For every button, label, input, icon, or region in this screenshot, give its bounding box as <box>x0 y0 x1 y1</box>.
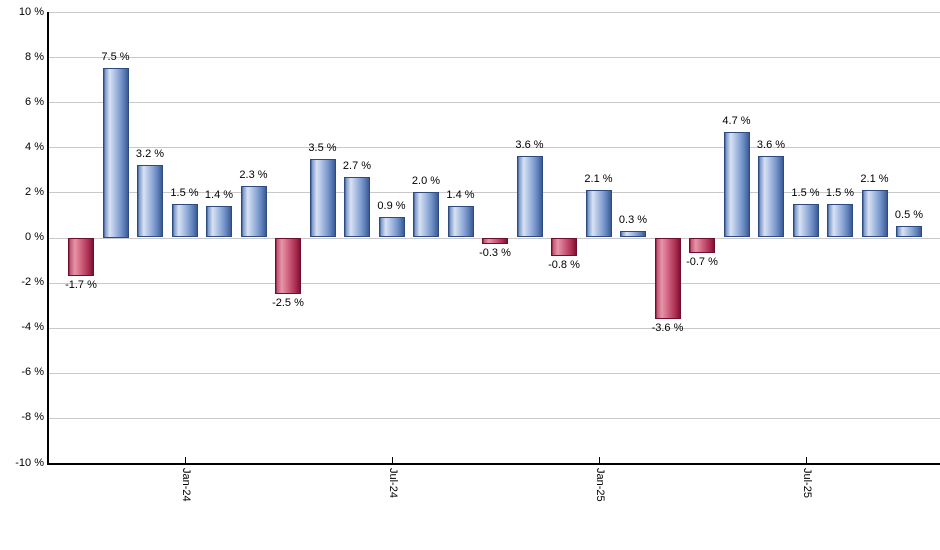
bar-value-label: 0.9 % <box>377 200 406 213</box>
bar <box>275 237 301 294</box>
y-tick-label: 8 % <box>25 50 44 63</box>
bar <box>792 203 819 238</box>
bar <box>758 156 784 238</box>
gridline <box>48 102 940 104</box>
bar <box>447 205 474 238</box>
gridline <box>48 192 940 194</box>
bar-value-label: 3.5 % <box>308 141 337 154</box>
bar-value-label: -1.7 % <box>65 278 97 291</box>
bar-value-label: -0.8 % <box>548 258 580 271</box>
bar <box>827 203 853 238</box>
x-tick-label: Jul-24 <box>386 468 399 498</box>
x-tick-mark <box>598 457 600 464</box>
bar-value-label: 2.3 % <box>239 168 268 181</box>
y-tick-label: -6 % <box>21 366 44 379</box>
bar <box>723 131 750 238</box>
bar-value-label: -3.6 % <box>651 321 684 334</box>
gridline <box>48 147 940 149</box>
gridline <box>48 282 940 284</box>
bar-value-label: 7.5 % <box>101 51 130 64</box>
bar-value-label: -0.3 % <box>479 247 511 260</box>
bar <box>137 165 163 238</box>
bar-value-label: 4.7 % <box>722 114 751 127</box>
x-tick-mark <box>391 457 393 464</box>
y-tick-label: 0 % <box>25 231 44 243</box>
bar <box>482 237 508 245</box>
y-tick-label: -4 % <box>21 321 44 334</box>
bar <box>68 237 94 276</box>
bar-value-label: 3.6 % <box>515 139 544 152</box>
bar-value-label: 1.5 % <box>170 186 199 199</box>
bar-value-label: 1.4 % <box>204 188 234 201</box>
bar <box>654 237 681 319</box>
bar <box>896 226 922 238</box>
x-tick-label: Jan-24 <box>179 468 192 502</box>
bar <box>689 237 715 254</box>
bar <box>102 68 129 238</box>
bar-value-label: 2.1 % <box>860 173 889 186</box>
bar-value-label: 2.7 % <box>342 159 372 172</box>
bar-value-label: -0.7 % <box>686 256 718 269</box>
bar <box>344 176 370 238</box>
y-tick-label: 10 % <box>18 5 44 18</box>
bar <box>171 203 198 238</box>
gridline <box>48 12 940 13</box>
y-tick-label: 6 % <box>25 95 44 108</box>
bar-value-label: 1.4 % <box>446 188 475 201</box>
gridline <box>48 417 940 419</box>
bar-value-label: 2.1 % <box>584 173 613 186</box>
bar <box>585 190 612 238</box>
x-tick-label: Jan-25 <box>593 468 606 502</box>
x-tick-mark <box>184 457 186 464</box>
x-tick-mark <box>805 457 807 464</box>
bar <box>378 217 405 238</box>
y-tick-label: -8 % <box>21 411 44 424</box>
bar-value-label: 1.5 % <box>791 186 820 199</box>
y-axis-line <box>47 12 49 465</box>
bar <box>620 230 646 238</box>
x-axis-line <box>47 463 940 465</box>
bar-value-label: 2.0 % <box>411 175 441 188</box>
gridline <box>48 57 940 59</box>
y-tick-label: 4 % <box>25 140 44 153</box>
bar <box>206 205 232 238</box>
bar-value-label: 1.5 % <box>825 186 855 199</box>
bar-value-label: 0.5 % <box>894 209 924 222</box>
y-tick-label: -2 % <box>21 276 44 289</box>
bar <box>861 190 888 238</box>
y-tick-label: -10 % <box>15 456 44 469</box>
gridline <box>48 372 940 374</box>
gridline <box>48 327 940 329</box>
bar <box>551 237 577 256</box>
bar <box>516 156 543 238</box>
bar-value-label: 3.6 % <box>756 139 786 152</box>
y-tick-label: 2 % <box>25 185 44 198</box>
bar-value-label: 3.2 % <box>135 148 165 161</box>
x-tick-label: Jul-25 <box>800 468 813 498</box>
bar <box>413 192 439 238</box>
bar-value-label: 0.3 % <box>618 213 648 226</box>
bar <box>309 158 336 238</box>
bar <box>240 185 267 238</box>
bar-value-label: -2.5 % <box>272 296 304 309</box>
